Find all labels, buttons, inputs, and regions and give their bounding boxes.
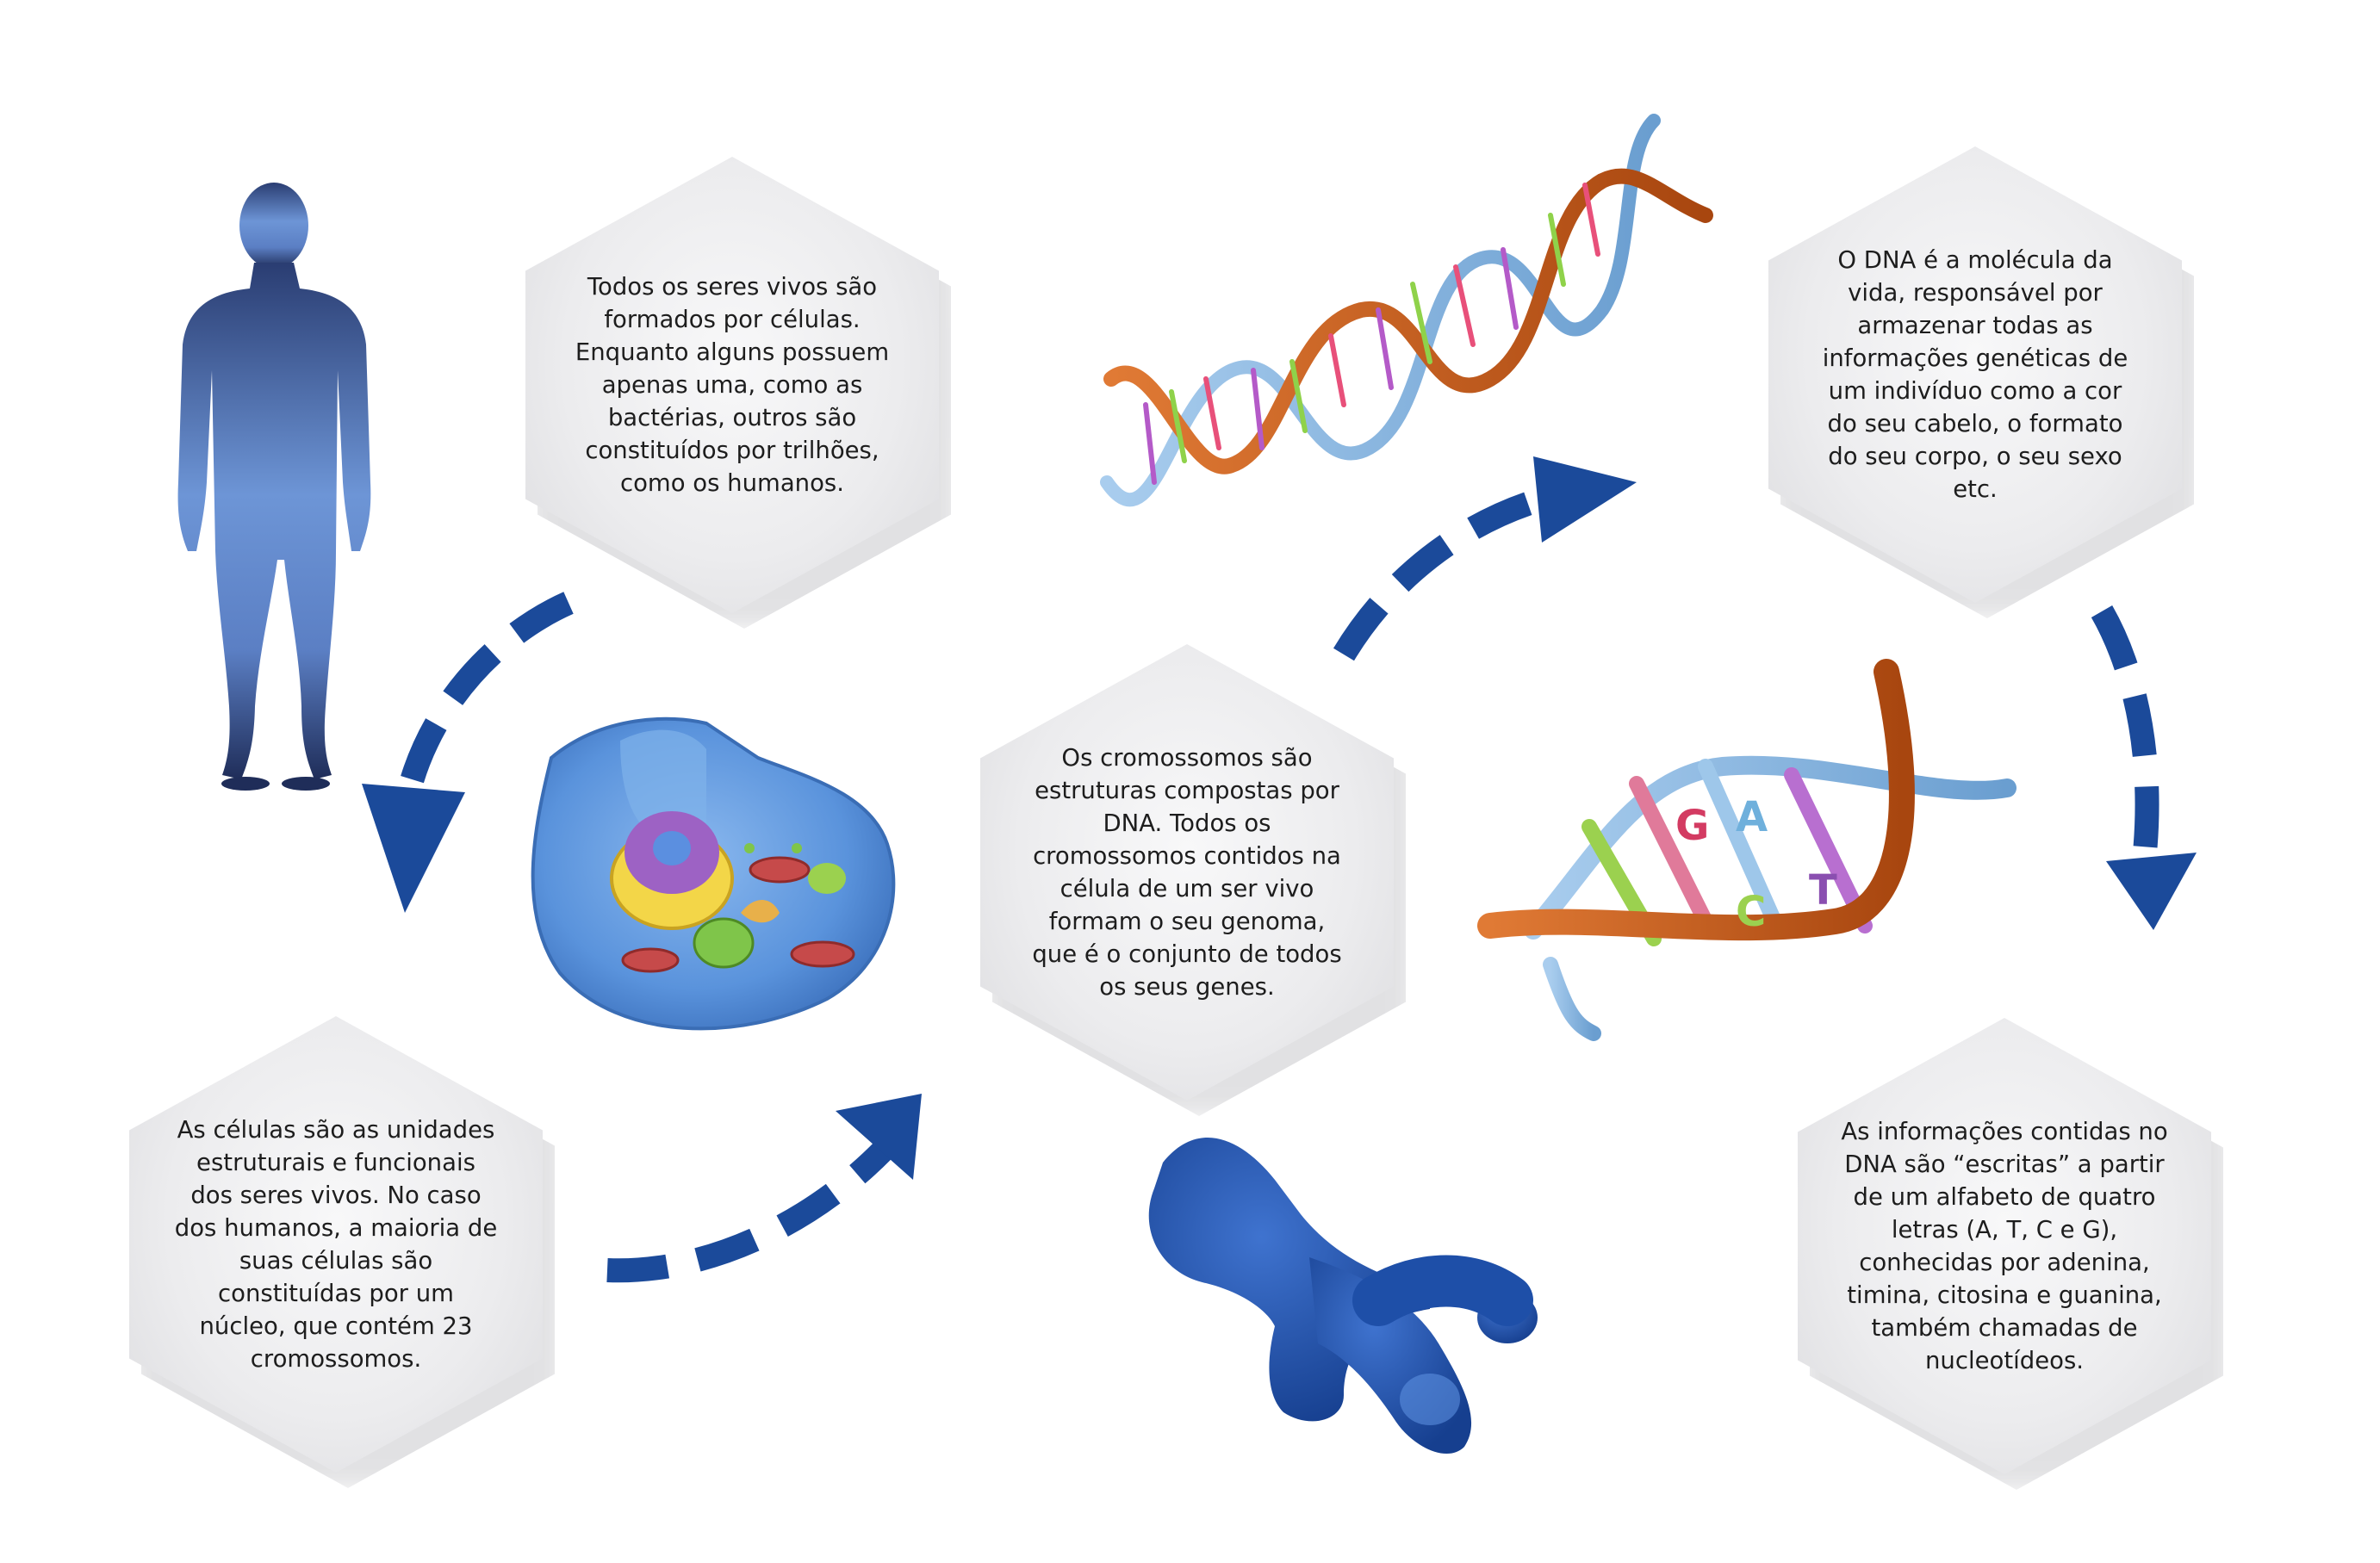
text-dna-molecule: O DNA é a molécula da vida, responsável … xyxy=(1822,246,2128,503)
arrow-chromosome-to-dna xyxy=(1333,479,1579,661)
dna-closeup-icon: G A C T xyxy=(1477,659,2016,1041)
chromosome-icon xyxy=(1148,1138,1538,1454)
text-nucleotides: As informações contidas no DNA são “escr… xyxy=(1841,1118,2168,1374)
arrow-human-to-cell xyxy=(393,592,574,812)
base-letter-g: G xyxy=(1675,802,1709,850)
arrow-head-icon xyxy=(1533,456,1637,543)
arrow-head-icon xyxy=(836,1094,922,1180)
base-letter-a: A xyxy=(1736,793,1768,841)
text-cells-all-beings: Todos os seres vivos são formados por cé… xyxy=(575,273,890,497)
hex-panel-nucleotides: As informações contidas no DNA são “escr… xyxy=(1798,1018,2211,1474)
human-silhouette-icon xyxy=(177,183,371,791)
arrow-dna-to-nucleotides xyxy=(2091,605,2159,854)
arrow-cell-to-chromosome xyxy=(606,1128,905,1283)
arrow-head-icon xyxy=(362,784,465,913)
hex-panel-cells-all-beings: Todos os seres vivos são formados por cé… xyxy=(525,157,939,613)
text-chromosomes: Os cromossomos são estruturas compostas … xyxy=(1032,744,1342,1001)
text-cells-units: As células são as unidades estruturais e… xyxy=(174,1116,498,1373)
base-letter-t: T xyxy=(1809,866,1837,915)
base-letter-c: C xyxy=(1736,888,1766,936)
arrow-head-icon xyxy=(2106,853,2197,930)
hex-panel-cells-units: As células são as unidades estruturais e… xyxy=(129,1016,543,1473)
animal-cell-icon xyxy=(531,716,896,1031)
dna-double-helix-icon xyxy=(1100,114,1713,507)
